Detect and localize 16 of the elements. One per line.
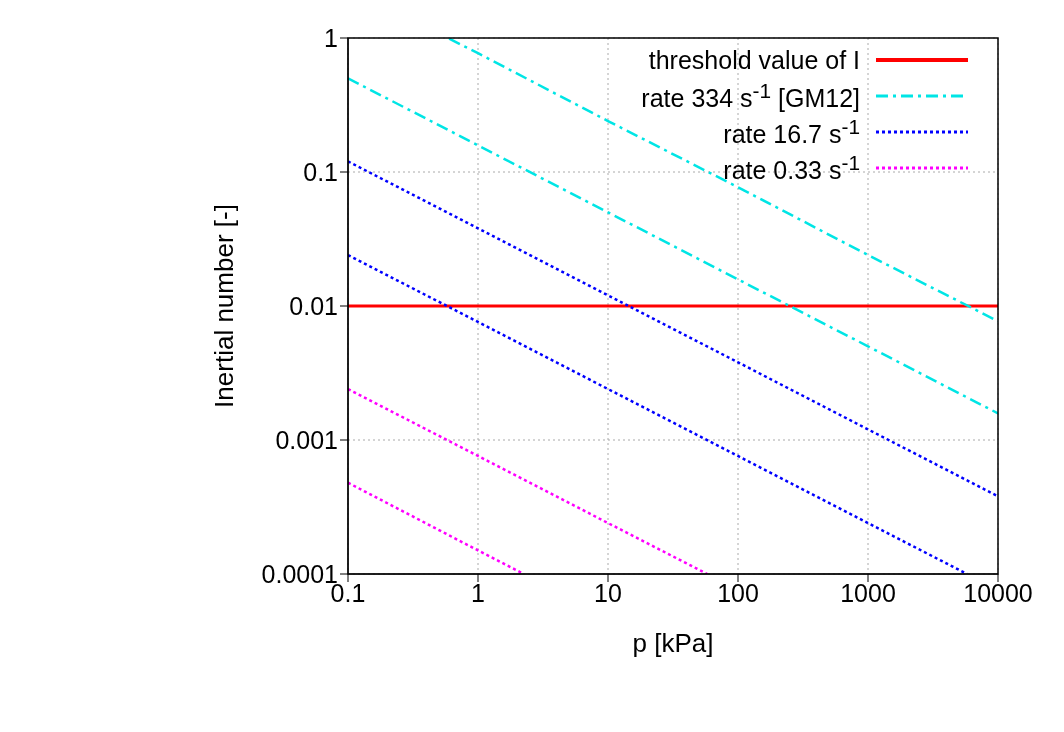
- y-tick-label: 1: [324, 23, 338, 52]
- x-axis-title: p [kPa]: [632, 628, 714, 658]
- x-tick-label: 100: [717, 578, 759, 607]
- y-tick-label: 0.1: [303, 157, 338, 186]
- legend-label: rate 0.33 s$^{-1}$: [723, 150, 860, 186]
- x-tick-label: 10000: [963, 578, 1033, 607]
- x-tick-label: 1000: [840, 578, 896, 607]
- legend-label: threshold value of I: [648, 45, 860, 75]
- y-tick-label: 0.01: [289, 291, 338, 320]
- y-tick-label: 0.001: [275, 425, 338, 454]
- legend-label: rate 334 s$^{-1}$ [GM12]: [641, 78, 860, 114]
- line-series: [348, 77, 998, 415]
- y-axis-title: Inertial number [-]: [209, 204, 240, 408]
- x-tick-label: 1: [471, 578, 485, 607]
- x-tick-label: 10: [594, 578, 622, 607]
- legend-label: rate 16.7 s$^{-1}$: [723, 114, 860, 150]
